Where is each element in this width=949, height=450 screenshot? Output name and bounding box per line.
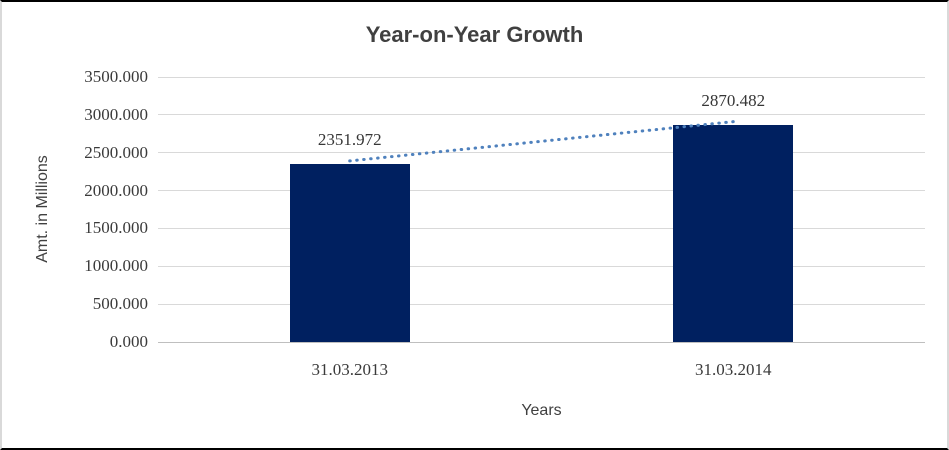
gridline bbox=[158, 265, 925, 267]
y-axis-tick-label: 2500.000 bbox=[84, 142, 148, 162]
chart-title: Year-on-Year Growth bbox=[365, 22, 584, 47]
plot-area[interactable]: 2351.972 2870.482 bbox=[158, 76, 925, 343]
x-axis-title: Years bbox=[521, 402, 562, 419]
y-axis-tick-labels: 0.000 500.000 1000.000 1500.000 2000.000 2500… bbox=[2, 67, 148, 351]
y-axis-tick-label: 3500.000 bbox=[84, 67, 148, 86]
y-axis-tick-label: 0.000 bbox=[109, 332, 148, 351]
bar-data-label: 2870.482 bbox=[701, 90, 766, 110]
y-axis-tick-label: 3000.000 bbox=[84, 104, 148, 124]
x-axis-category-labels: 31.03.2013 31.03.2014 bbox=[158, 360, 925, 382]
bar-31.03.2014[interactable] bbox=[673, 124, 794, 342]
x-axis-tick-label: 31.03.2014 bbox=[695, 360, 772, 379]
gridline bbox=[158, 341, 925, 343]
gridline bbox=[158, 227, 925, 229]
gridline bbox=[158, 303, 925, 305]
bar-31.03.2013[interactable] bbox=[289, 163, 410, 342]
y-axis-tick-label: 500.000 bbox=[92, 294, 148, 314]
bar-data-label: 2351.972 bbox=[317, 129, 382, 149]
gridline bbox=[158, 190, 925, 192]
trendline bbox=[348, 120, 735, 163]
y-axis-tick-label: 1000.000 bbox=[84, 256, 148, 276]
y-axis-tick-label: 2000.000 bbox=[84, 180, 148, 200]
x-axis-tick-label: 31.03.2013 bbox=[311, 360, 389, 379]
gridline bbox=[158, 152, 925, 154]
gridline bbox=[158, 76, 925, 78]
gridline bbox=[158, 114, 925, 116]
y-axis-tick-label: 1500.000 bbox=[84, 218, 148, 238]
